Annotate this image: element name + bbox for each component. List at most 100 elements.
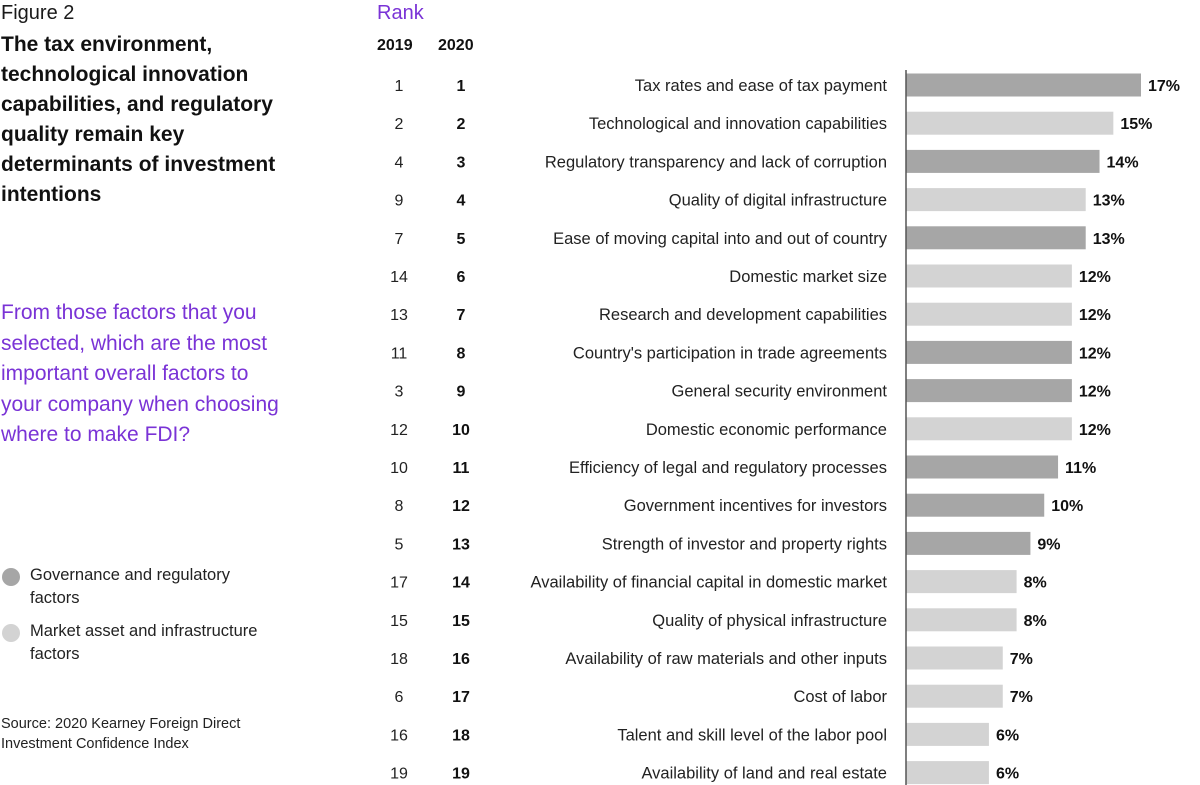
rank-2020-label: 10: [452, 422, 470, 439]
value-label: 17%: [1148, 78, 1180, 95]
rank-2019-label: 4: [395, 154, 404, 171]
rank-2019-label: 12: [390, 422, 408, 439]
bar: [906, 722, 989, 746]
value-label: 7%: [1010, 651, 1033, 668]
category-label: Domestic economic performance: [646, 421, 887, 439]
category-label: Ease of moving capital into and out of c…: [553, 230, 888, 248]
rank-2020-label: 12: [452, 498, 470, 515]
bar: [906, 73, 1141, 97]
source-note: Source: 2020 Kearney Foreign Direct Inve…: [1, 716, 241, 752]
rank-2019-label: 11: [391, 345, 408, 362]
rank-2020-label: 8: [457, 345, 466, 362]
rank-2019-label: 7: [395, 231, 404, 248]
rank-2020-label: 9: [457, 384, 466, 401]
value-label: 8%: [1024, 575, 1047, 592]
rank-2019-label: 19: [390, 766, 408, 783]
bar: [906, 226, 1086, 250]
rank-2020-label: 19: [452, 766, 470, 783]
value-label: 12%: [1079, 422, 1111, 439]
rank-2019-label: 2: [395, 116, 404, 133]
legend-swatch-governance: [2, 568, 20, 586]
category-label: Regulatory transparency and lack of corr…: [545, 153, 887, 171]
rank-2019-label: 6: [395, 689, 404, 706]
category-label: Cost of labor: [793, 688, 887, 706]
value-label: 11%: [1065, 460, 1096, 477]
value-label: 7%: [1010, 689, 1033, 706]
bar: [906, 493, 1045, 517]
rank-2019-label: 14: [390, 269, 408, 286]
rank-2019-label: 5: [395, 536, 404, 553]
bar: [906, 264, 1072, 288]
value-label: 12%: [1079, 345, 1111, 362]
legend-label-governance: Governance and regulatory factors: [30, 566, 230, 607]
survey-question: From those factors that you selected, wh…: [1, 301, 279, 446]
category-label: Domestic market size: [729, 268, 887, 286]
bar: [906, 340, 1072, 364]
rank-2020-label: 16: [452, 651, 470, 668]
bar: [906, 417, 1072, 441]
rank-2020-label: 7: [457, 307, 466, 324]
rank-2019-label: 17: [390, 575, 408, 592]
value-label: 10%: [1051, 498, 1083, 515]
rank-2019-label: 1: [395, 78, 404, 95]
bar: [906, 111, 1114, 135]
bar: [906, 188, 1086, 212]
rank-2020-label: 1: [457, 78, 466, 95]
category-label: Country's participation in trade agreeme…: [573, 344, 887, 362]
category-label: Strength of investor and property rights: [602, 535, 887, 553]
rank-2019-label: 3: [395, 384, 404, 401]
rank-2020-label: 17: [452, 689, 470, 706]
value-label: 6%: [996, 766, 1019, 783]
category-label: Quality of digital infrastructure: [669, 192, 887, 210]
rank-2020-label: 15: [452, 613, 470, 630]
value-label: 13%: [1093, 231, 1125, 248]
value-label: 12%: [1079, 269, 1111, 286]
category-label: Availability of financial capital in dom…: [531, 574, 888, 592]
category-label: Talent and skill level of the labor pool: [617, 726, 887, 744]
category-label: Tax rates and ease of tax payment: [635, 77, 888, 95]
bar: [906, 379, 1072, 403]
value-label: 6%: [996, 727, 1019, 744]
rank-2019-label: 18: [390, 651, 408, 668]
year-header-2019: 2019: [377, 37, 413, 54]
value-label: 14%: [1107, 154, 1139, 171]
year-header-2020: 2020: [438, 37, 474, 54]
rank-2020-label: 5: [457, 231, 466, 248]
category-label: General security environment: [671, 383, 887, 401]
figure-title: The tax environment, technological innov…: [1, 33, 276, 206]
value-label: 15%: [1120, 116, 1152, 133]
bar: [906, 531, 1031, 555]
category-label: Availability of land and real estate: [641, 765, 887, 783]
rank-header: Rank: [377, 2, 424, 24]
rank-2019-label: 8: [395, 498, 404, 515]
category-label: Efficiency of legal and regulatory proce…: [569, 459, 887, 477]
value-label: 9%: [1037, 536, 1060, 553]
value-label: 8%: [1024, 613, 1047, 630]
rank-2020-label: 14: [452, 575, 470, 592]
bar: [906, 455, 1059, 479]
bar: [906, 684, 1003, 708]
rank-2019-label: 13: [390, 307, 408, 324]
category-label: Research and development capabilities: [599, 306, 887, 324]
value-label: 13%: [1093, 193, 1125, 210]
value-label: 12%: [1079, 384, 1111, 401]
figure-label: Figure 2: [1, 2, 75, 24]
category-label: Availability of raw materials and other …: [565, 650, 887, 668]
bar: [906, 608, 1017, 632]
rank-2019-label: 16: [390, 727, 408, 744]
bar: [906, 570, 1017, 594]
bar: [906, 646, 1003, 670]
category-label: Technological and innovation capabilitie…: [589, 115, 887, 133]
rank-2020-label: 11: [453, 460, 470, 477]
value-label: 12%: [1079, 307, 1111, 324]
bar: [906, 302, 1072, 326]
rank-2019-label: 15: [390, 613, 408, 630]
rank-2019-label: 9: [395, 193, 404, 210]
rank-2020-label: 18: [452, 727, 470, 744]
bar: [906, 149, 1100, 173]
legend-swatch-market: [2, 624, 20, 642]
rank-2020-label: 6: [457, 269, 466, 286]
rank-2020-label: 2: [457, 116, 466, 133]
rank-2020-label: 4: [457, 193, 466, 210]
